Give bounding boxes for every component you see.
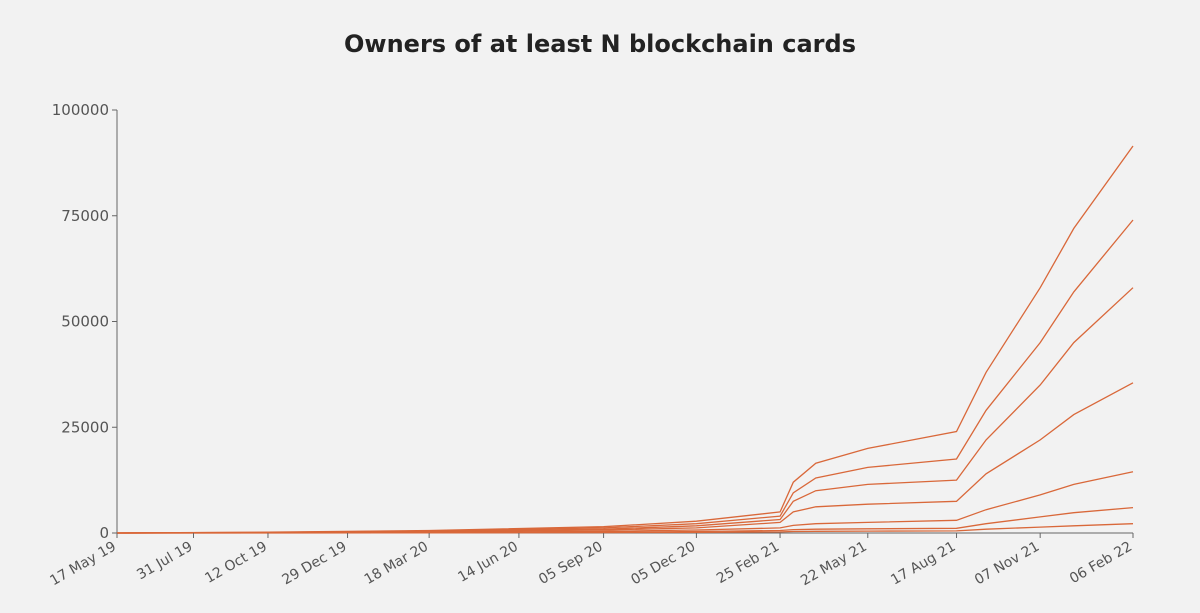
chart-title: Owners of at least N blockchain cards (344, 30, 856, 58)
y-tick-label: 0 (99, 524, 109, 542)
x-tick-label: 12 Oct 19 (202, 539, 270, 587)
x-tick-label: 06 Feb 22 (1067, 539, 1135, 588)
series-line-7 (117, 523, 1134, 534)
y-tick-label: 100000 (52, 101, 109, 119)
x-tick-label: 18 Mar 20 (362, 539, 431, 588)
x-tick-label: 17 May 19 (47, 539, 119, 590)
x-tick-label: 22 May 21 (798, 539, 870, 590)
x-tick-label: 29 Dec 19 (280, 539, 350, 589)
x-tick-label: 07 Nov 21 (972, 539, 1042, 589)
series-line-3 (116, 287, 1134, 534)
x-tick-label: 14 Jun 20 (455, 539, 521, 586)
x-tick-label: 17 Aug 21 (888, 539, 958, 589)
x-tick-label: 25 Feb 21 (714, 539, 782, 588)
y-tick-label: 25000 (61, 418, 109, 436)
series-line-1 (116, 145, 1134, 534)
x-tick-label: 31 Jul 19 (134, 539, 195, 584)
series-line-5 (116, 471, 1134, 534)
series-line-4 (116, 382, 1134, 534)
series-line-2 (116, 219, 1134, 534)
y-tick-label: 50000 (61, 313, 109, 331)
x-tick-label: 05 Sep 20 (536, 539, 605, 588)
y-tick-label: 75000 (61, 207, 109, 225)
x-tick-label: 05 Dec 20 (628, 539, 698, 589)
